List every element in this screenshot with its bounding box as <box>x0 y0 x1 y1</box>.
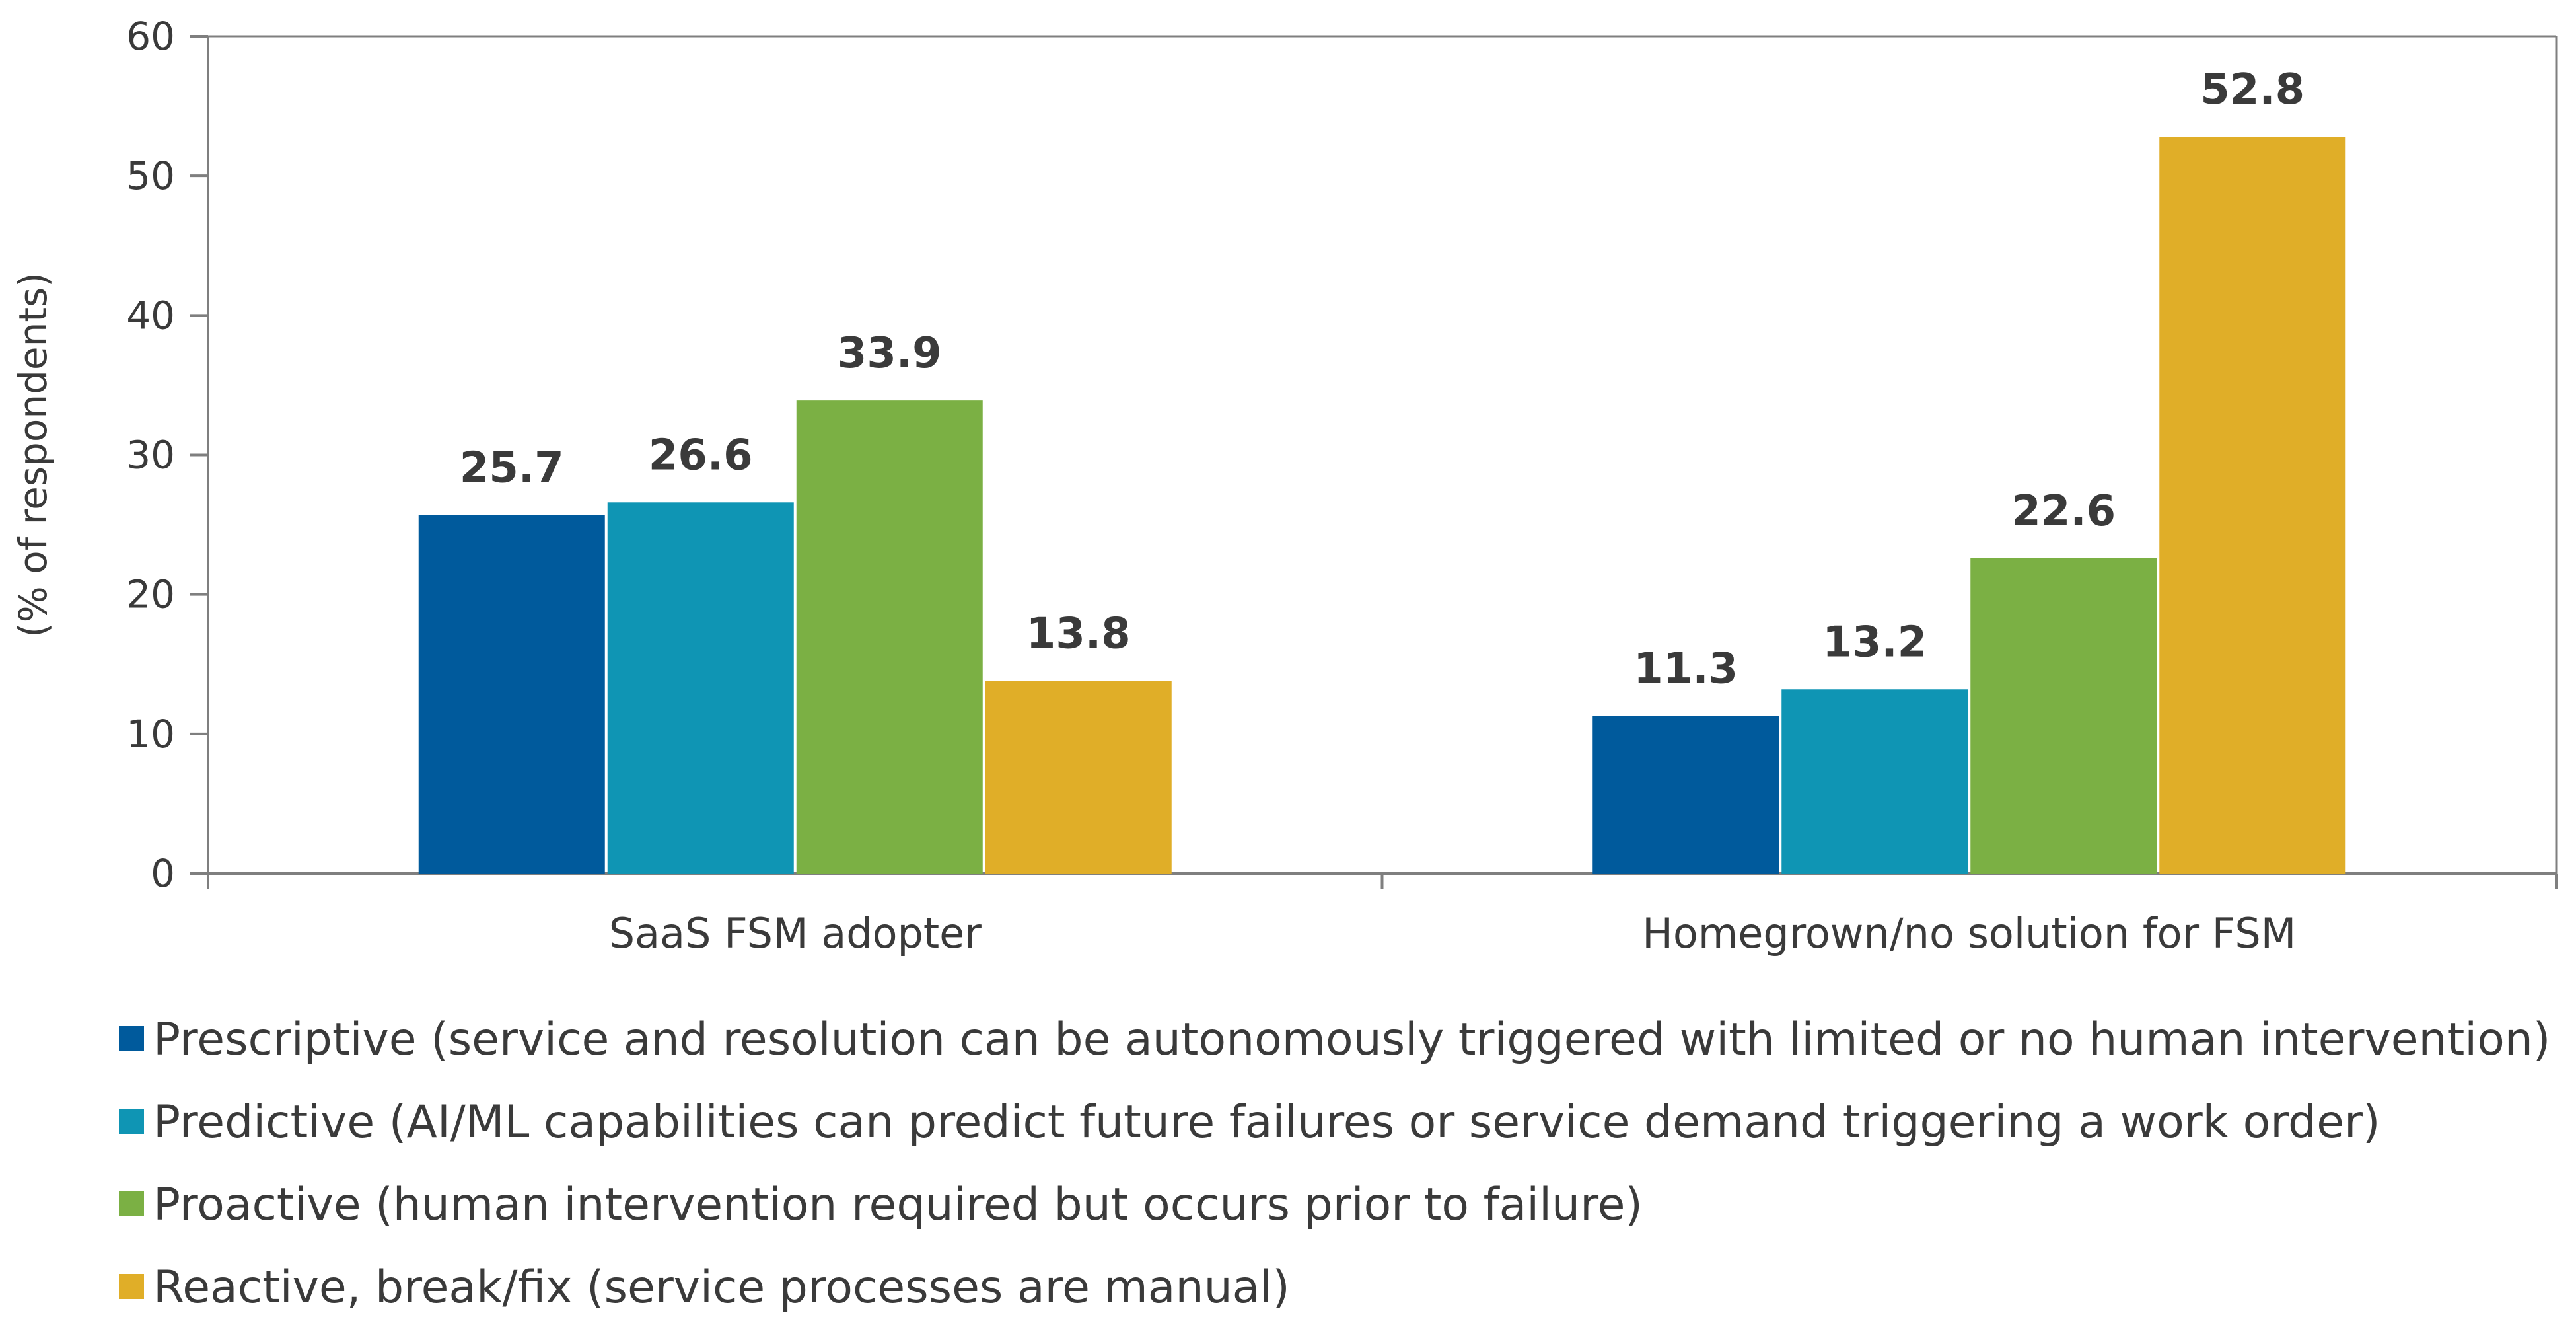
bar-value-label: 13.2 <box>1822 618 1927 667</box>
axes: 0 10 20 30 40 50 60 (% of respondents) SaaS FSM … <box>11 14 2558 957</box>
bar-value-label: 33.9 <box>838 329 942 378</box>
y-tick-label: 20 <box>126 572 175 617</box>
legend-label: Proactive (human intervention required b… <box>153 1179 1643 1231</box>
legend-swatch <box>119 1191 144 1216</box>
bar <box>1781 689 1968 874</box>
bar-value-label: 52.8 <box>2200 65 2305 114</box>
y-axis-title: (% of respondents) <box>11 272 55 638</box>
y-tick-label: 0 <box>151 851 175 896</box>
bar-value-label: 25.7 <box>460 443 564 492</box>
y-tick-label: 40 <box>126 293 175 338</box>
bar <box>418 515 605 874</box>
y-tick-label: 50 <box>126 153 175 198</box>
bar-value-label: 26.6 <box>649 431 753 480</box>
bar-value-label: 22.6 <box>2011 487 2116 536</box>
x-category-label: SaaS FSM adopter <box>609 909 982 957</box>
bar-value-label: 13.8 <box>1026 610 1131 659</box>
legend: Prescriptive (service and resolution can… <box>119 1014 2550 1314</box>
bar <box>1592 716 1779 874</box>
y-tick-label: 10 <box>126 712 175 757</box>
x-category-label: Homegrown/no solution for FSM <box>1642 909 2296 957</box>
legend-swatch <box>119 1274 144 1299</box>
bar <box>796 400 983 874</box>
legend-label: Predictive (AI/ML capabilities can predi… <box>153 1096 2380 1148</box>
legend-label: Prescriptive (service and resolution can… <box>153 1014 2550 1066</box>
legend-swatch <box>119 1026 144 1051</box>
bars <box>418 137 2346 874</box>
y-tick-label: 30 <box>126 433 175 478</box>
bar <box>607 502 794 874</box>
bar <box>985 681 1172 874</box>
bar <box>2159 137 2346 874</box>
value-labels: 25.7 26.6 33.9 13.8 11.3 13.2 22.6 52.8 <box>460 65 2305 693</box>
legend-label: Reactive, break/fix (service processes a… <box>153 1261 1290 1314</box>
bar-value-label: 11.3 <box>1633 644 1738 693</box>
y-tick-label: 60 <box>126 14 175 59</box>
bar <box>1970 558 2157 874</box>
legend-swatch <box>119 1109 144 1134</box>
